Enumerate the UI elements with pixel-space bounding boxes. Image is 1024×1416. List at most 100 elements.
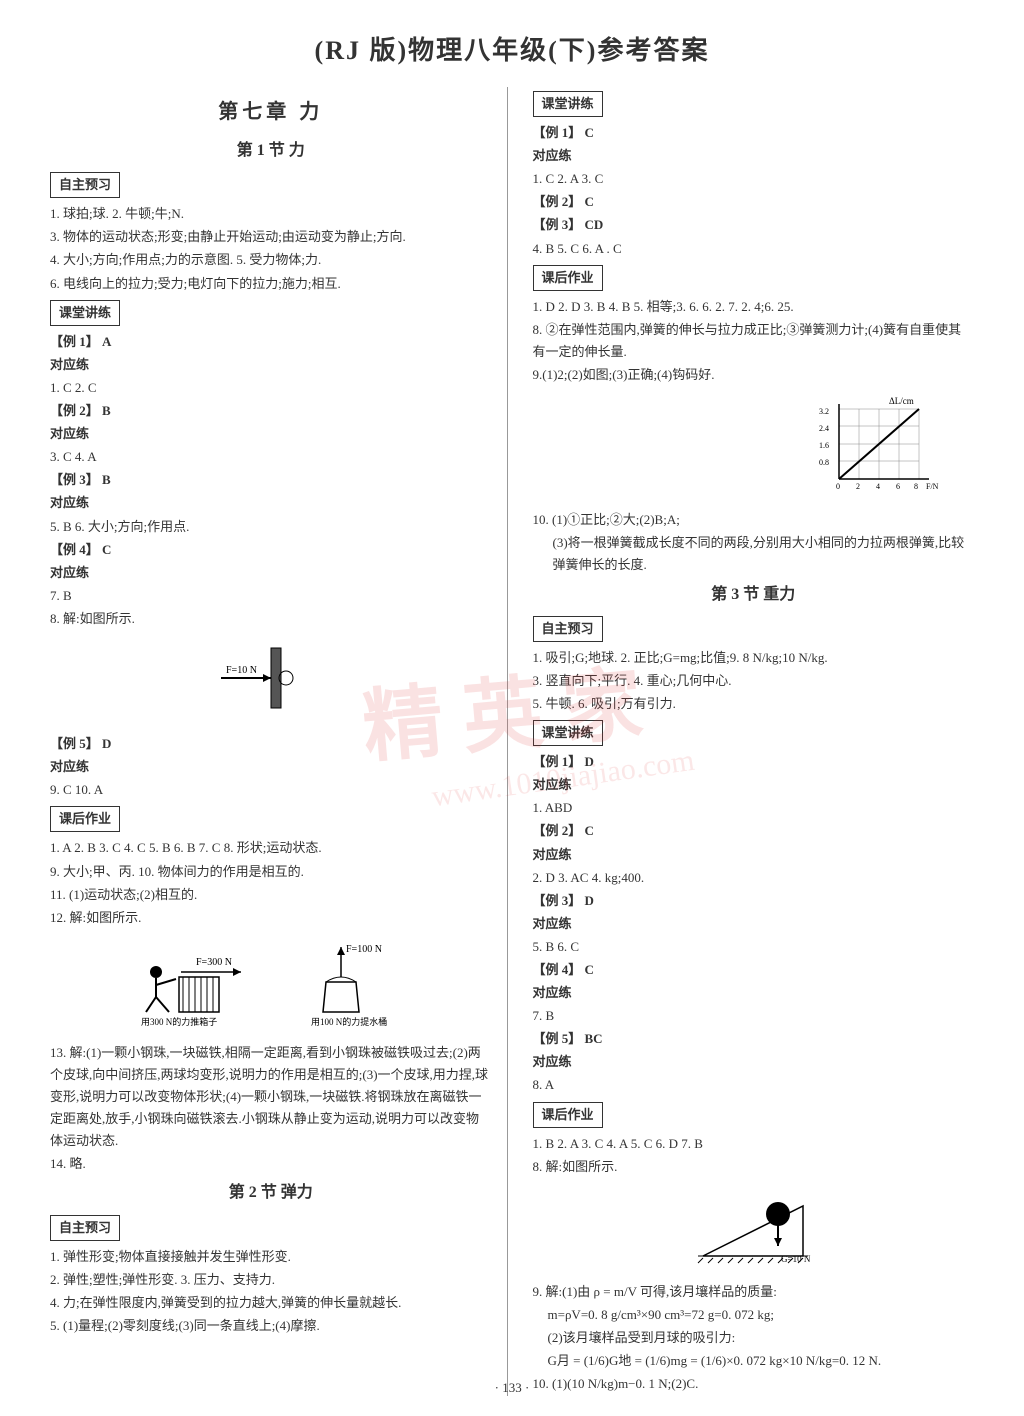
practice-label: 对应练	[533, 1051, 975, 1073]
example-label: 【例 2】 C	[533, 191, 975, 213]
svg-text:4: 4	[876, 482, 880, 491]
example-label: 【例 5】 D	[50, 733, 492, 755]
answer-line: 1. B 2. A 3. C 4. A 5. C 6. D 7. B	[533, 1133, 975, 1155]
section3-title: 第 3 节 重力	[533, 581, 975, 608]
answer-line: 10. (1)①正比;②大;(2)B;A;	[533, 509, 975, 531]
figure-push-lift: F=300 N 用300 N的力推箱子 F=100 N 用100 N的力提水桶	[50, 937, 492, 1034]
right-column: 课堂讲练 【例 1】 C 对应练 1. C 2. A 3. C 【例 2】 C …	[528, 87, 975, 1396]
box-preview: 自主预习	[50, 1215, 120, 1241]
answer-line: 1. C 2. A 3. C	[533, 168, 975, 190]
left-column: 第七章 力 第 1 节 力 自主预习 1. 球拍;球. 2. 牛顿;牛;N. 3…	[50, 87, 508, 1396]
answer-line: (2)该月壤样品受到月球的吸引力:	[533, 1327, 975, 1349]
answer-line: 9. 解:(1)由 ρ = m/V 可得,该月壤样品的质量:	[533, 1281, 975, 1303]
answer-line: m=ρV=0. 8 g/cm³×90 cm³=72 g=0. 072 kg;	[533, 1304, 975, 1326]
svg-text:F=100 N: F=100 N	[346, 944, 382, 955]
text-line: 5. (1)量程;(2)零刻度线;(3)同一条直线上;(4)摩擦.	[50, 1315, 492, 1337]
push-box-icon: F=300 N 用300 N的力推箱子 F=100 N 用100 N的力提水桶	[121, 937, 421, 1027]
practice-label: 对应练	[533, 145, 975, 167]
box-preview: 自主预习	[533, 616, 603, 642]
practice-label: 对应练	[50, 423, 492, 445]
text-line: 4. 力;在弹性限度内,弹簧受到的拉力越大,弹簧的伸长量就越长.	[50, 1292, 492, 1314]
box-classwork: 课堂讲练	[533, 91, 603, 117]
text-line: 2. 弹性;塑性;弹性形变. 3. 压力、支持力.	[50, 1269, 492, 1291]
content-columns: 第七章 力 第 1 节 力 自主预习 1. 球拍;球. 2. 牛顿;牛;N. 3…	[50, 87, 974, 1396]
answer-line: 7. B	[50, 585, 492, 607]
figure-force-diagram: F=10 N	[50, 638, 492, 725]
answer-line: 1. D 2. D 3. B 4. B 5. 相等;3. 6. 6. 2. 7.…	[533, 296, 975, 318]
example-label: 【例 1】 A	[50, 331, 492, 353]
svg-text:1.6: 1.6	[819, 441, 829, 450]
practice-label: 对应练	[50, 492, 492, 514]
answer-line: 2. D 3. AC 4. kg;400.	[533, 867, 975, 889]
answer-line: 1. C 2. C	[50, 377, 492, 399]
svg-text:6: 6	[896, 482, 900, 491]
answer-line: 9. 大小;甲、丙. 10. 物体间力的作用是相互的.	[50, 861, 492, 883]
answer-line: 8. 解:如图所示.	[50, 608, 492, 630]
box-preview: 自主预习	[50, 172, 120, 198]
chapter-title: 第七章 力	[50, 95, 492, 129]
box-homework: 课后作业	[50, 806, 120, 832]
answer-line: 11. (1)运动状态;(2)相互的.	[50, 884, 492, 906]
answer-line: 8. ②在弹性范围内,弹簧的伸长与拉力成正比;③弹簧测力计;(4)簧有自重使其有…	[533, 319, 975, 363]
answer-line: G月 = (1/6)G地 = (1/6)mg = (1/6)×0. 072 kg…	[533, 1350, 975, 1372]
spring-chart-icon: ΔL/cm 3.2 2.4 1.6 0.8 0 2	[814, 394, 944, 494]
figure-line-chart: ΔL/cm 3.2 2.4 1.6 0.8 0 2	[533, 394, 975, 501]
answer-line: 13. 解:(1)一颗小钢珠,一块磁铁,相隔一定距离,看到小钢珠被磁铁吸过去;(…	[50, 1042, 492, 1152]
svg-text:0.8: 0.8	[819, 458, 829, 467]
answer-line: 9.(1)2;(2)如图;(3)正确;(4)钩码好.	[533, 364, 975, 386]
example-label: 【例 1】 C	[533, 122, 975, 144]
incline-icon: G=10 N	[683, 1186, 823, 1266]
text-line: 3. 竖直向下;平行. 4. 重心;几何中心.	[533, 670, 975, 692]
practice-label: 对应练	[533, 982, 975, 1004]
practice-label: 对应练	[533, 774, 975, 796]
text-line: 3. 物体的运动状态;形变;由静止开始运动;由运动变为静止;方向.	[50, 226, 492, 248]
text-line: 1. 球拍;球. 2. 牛顿;牛;N.	[50, 203, 492, 225]
svg-text:8: 8	[914, 482, 918, 491]
box-homework: 课后作业	[533, 265, 603, 291]
answer-line: 1. A 2. B 3. C 4. C 5. B 6. B 7. C 8. 形状…	[50, 837, 492, 859]
example-label: 【例 4】 C	[533, 959, 975, 981]
box-homework: 课后作业	[533, 1102, 603, 1128]
svg-text:F=300 N: F=300 N	[196, 957, 232, 968]
svg-text:2.4: 2.4	[819, 424, 829, 433]
text-line: 4. 大小;方向;作用点;力的示意图. 5. 受力物体;力.	[50, 249, 492, 271]
svg-text:F=10 N: F=10 N	[226, 665, 257, 676]
answer-line: 14. 略.	[50, 1153, 492, 1175]
example-label: 【例 5】 BC	[533, 1028, 975, 1050]
practice-label: 对应练	[50, 562, 492, 584]
practice-label: 对应练	[50, 756, 492, 778]
figure-incline: G=10 N	[533, 1186, 975, 1273]
svg-text:用300 N的力推箱子: 用300 N的力推箱子	[141, 1016, 217, 1027]
text-line: 5. 牛顿. 6. 吸引;万有引力.	[533, 693, 975, 715]
practice-label: 对应练	[533, 913, 975, 935]
box-classwork: 课堂讲练	[533, 720, 603, 746]
text-line: 6. 电线向上的拉力;受力;电灯向下的拉力;施力;相互.	[50, 273, 492, 295]
svg-text:ΔL/cm: ΔL/cm	[889, 396, 914, 406]
text-line: 1. 吸引;G;地球. 2. 正比;G=mg;比值;9. 8 N/kg;10 N…	[533, 647, 975, 669]
section2-title: 第 2 节 弹力	[50, 1179, 492, 1206]
answer-line: 9. C 10. A	[50, 779, 492, 801]
practice-label: 对应练	[50, 354, 492, 376]
page-number: · 133 ·	[0, 1380, 1024, 1396]
example-label: 【例 1】 D	[533, 751, 975, 773]
example-label: 【例 3】 CD	[533, 214, 975, 236]
practice-label: 对应练	[533, 844, 975, 866]
box-classwork: 课堂讲练	[50, 300, 120, 326]
section1-title: 第 1 节 力	[50, 137, 492, 164]
svg-text:用100 N的力提水桶: 用100 N的力提水桶	[311, 1016, 387, 1027]
answer-line: 8. A	[533, 1074, 975, 1096]
example-label: 【例 2】 B	[50, 400, 492, 422]
text-line: 1. 弹性形变;物体直接接触并发生弹性形变.	[50, 1246, 492, 1268]
force-arrow-icon: F=10 N	[201, 638, 341, 718]
example-label: 【例 2】 C	[533, 820, 975, 842]
answer-line: 3. C 4. A	[50, 446, 492, 468]
page-title: (RJ 版)物理八年级(下)参考答案	[50, 30, 974, 67]
answer-line: 4. B 5. C 6. A . C	[533, 238, 975, 260]
example-label: 【例 3】 D	[533, 890, 975, 912]
answer-line: 5. B 6. 大小;方向;作用点.	[50, 516, 492, 538]
svg-text:2: 2	[856, 482, 860, 491]
svg-text:3.2: 3.2	[819, 407, 829, 416]
svg-text:0: 0	[836, 482, 840, 491]
answer-line: 12. 解:如图所示.	[50, 907, 492, 929]
answer-line: 8. 解:如图所示.	[533, 1156, 975, 1178]
